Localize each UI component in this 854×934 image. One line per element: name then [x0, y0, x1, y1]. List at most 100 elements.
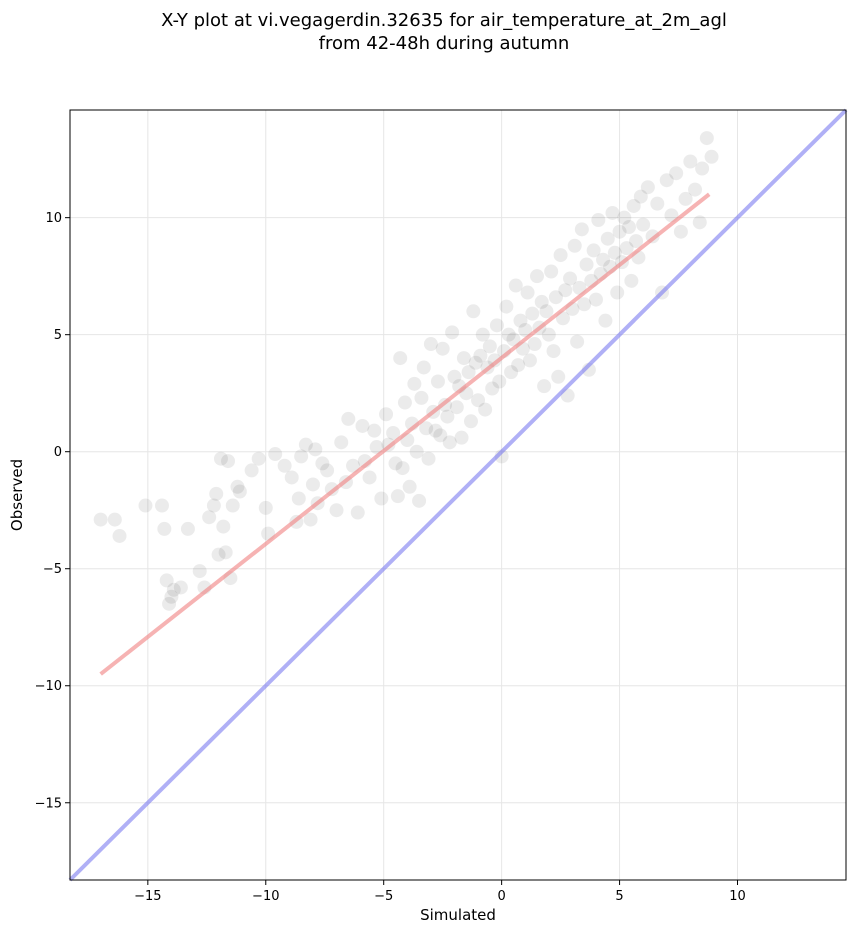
regression-line [99, 192, 711, 676]
data-point [527, 337, 542, 352]
lines-layer [68, 108, 848, 882]
data-point [206, 498, 221, 513]
data-point [518, 323, 533, 337]
identity-line [68, 108, 848, 882]
data-point [704, 149, 719, 164]
data-point [329, 503, 344, 518]
data-point [414, 390, 429, 405]
data-point [537, 379, 552, 394]
y-tick-label: −5 [43, 562, 62, 577]
data-point [315, 456, 330, 471]
plot-frame [69, 109, 847, 881]
data-point [395, 461, 410, 476]
data-point [692, 215, 707, 230]
x-axis-label: Simulated [420, 906, 496, 924]
data-point [541, 327, 556, 342]
data-point [466, 304, 481, 319]
data-point [586, 243, 601, 258]
data-point [596, 252, 611, 267]
data-point [669, 166, 684, 181]
data-point [478, 402, 493, 417]
x-tick-label: −10 [252, 889, 279, 904]
y-tick-label: 10 [45, 211, 62, 226]
data-point [402, 479, 417, 494]
data-point [388, 456, 403, 471]
data-point [607, 245, 622, 260]
data-point [421, 451, 436, 466]
data-point [93, 512, 108, 527]
data-point [298, 437, 313, 452]
data-point [350, 505, 365, 520]
data-point [588, 292, 603, 307]
data-point [416, 360, 431, 375]
data-point [622, 220, 637, 235]
data-point [232, 484, 247, 499]
data-point [475, 327, 490, 342]
data-point [619, 241, 634, 256]
data-point [442, 435, 457, 450]
data-point [598, 313, 613, 328]
data-point [138, 498, 153, 513]
data-point [617, 210, 632, 225]
data-point [218, 545, 233, 560]
data-point [688, 182, 703, 197]
data-point [320, 463, 335, 478]
data-point [539, 304, 554, 319]
data-point [334, 435, 349, 450]
data-point [346, 458, 361, 473]
data-point [390, 489, 405, 504]
data-point [463, 414, 478, 429]
data-point [485, 381, 500, 396]
data-point [430, 374, 445, 389]
data-point [610, 285, 625, 300]
data-point [626, 198, 641, 213]
data-point [258, 500, 273, 515]
x-tick-label: 10 [729, 889, 746, 904]
data-point [567, 238, 582, 253]
data-point [159, 573, 174, 588]
y-axis-ticks: −15 −10 −5 0 5 10 [35, 211, 70, 811]
data-point [659, 173, 674, 188]
data-point [428, 423, 443, 438]
data-point [546, 344, 561, 359]
data-point [180, 521, 195, 536]
data-point [650, 196, 665, 211]
data-point [386, 425, 401, 440]
y-tick-label: −10 [35, 679, 62, 694]
y-tick-label: 5 [54, 328, 62, 343]
data-point [454, 430, 469, 445]
x-tick-label: −5 [374, 889, 393, 904]
data-point [154, 498, 169, 513]
data-point [636, 217, 651, 232]
data-point [544, 264, 559, 279]
data-point [506, 332, 521, 347]
data-point [468, 355, 483, 370]
x-tick-label: 0 [497, 889, 505, 904]
data-point [499, 299, 514, 314]
data-point [456, 351, 471, 366]
data-point [574, 222, 589, 237]
data-point [445, 325, 460, 340]
data-point [440, 409, 455, 424]
data-point [699, 131, 714, 146]
y-tick-label: 0 [54, 445, 62, 460]
data-point [605, 205, 620, 220]
data-point [449, 400, 464, 415]
data-point [192, 564, 207, 579]
data-point [202, 510, 217, 525]
data-point [107, 512, 122, 527]
data-point [522, 353, 537, 368]
data-point [612, 224, 627, 239]
data-point [162, 596, 177, 611]
data-point [473, 348, 488, 363]
data-point [640, 180, 655, 195]
data-point [629, 234, 644, 249]
data-point [367, 423, 382, 438]
data-point [570, 334, 585, 349]
data-point [407, 376, 422, 391]
data-point [433, 428, 448, 443]
data-point [409, 444, 424, 459]
data-point [244, 463, 259, 478]
